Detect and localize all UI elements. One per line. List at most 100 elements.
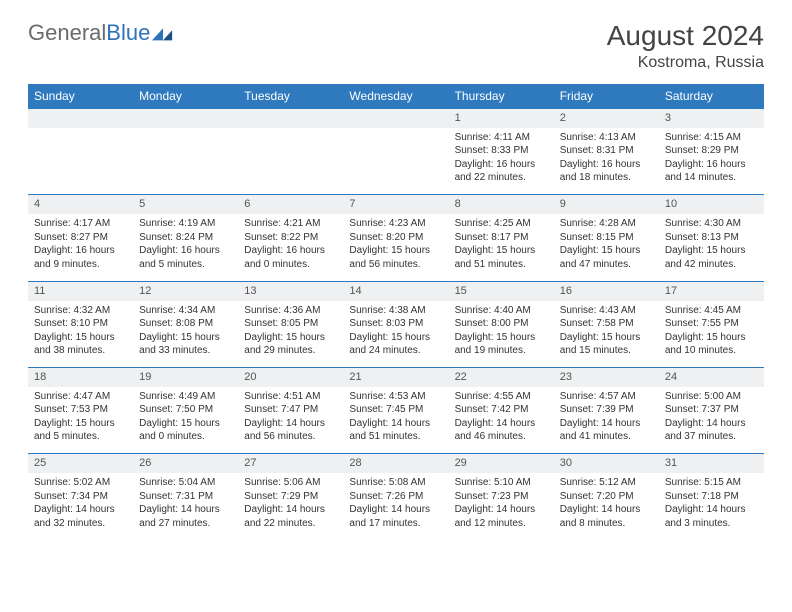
day-number: 20 [238,368,343,387]
sunset-text: Sunset: 7:45 PM [349,403,442,417]
sunrise-text: Sunrise: 4:32 AM [34,304,127,318]
daylight-text: Daylight: 16 hours and 0 minutes. [244,244,337,271]
calendar-body: 1Sunrise: 4:11 AMSunset: 8:33 PMDaylight… [28,109,764,535]
day-number: 7 [343,195,448,214]
daylight-text: Daylight: 15 hours and 42 minutes. [665,244,758,271]
title-block: August 2024 Kostroma, Russia [607,20,764,72]
sunrise-text: Sunrise: 5:04 AM [139,476,232,490]
calendar-cell [343,109,448,189]
sunrise-text: Sunrise: 4:19 AM [139,217,232,231]
day-number: 29 [449,454,554,473]
day-number: 1 [449,109,554,128]
daylight-text: Daylight: 14 hours and 22 minutes. [244,503,337,530]
sunrise-text: Sunrise: 5:06 AM [244,476,337,490]
calendar-cell: 2Sunrise: 4:13 AMSunset: 8:31 PMDaylight… [554,109,659,189]
calendar-cell: 26Sunrise: 5:04 AMSunset: 7:31 PMDayligh… [133,454,238,534]
calendar-cell: 19Sunrise: 4:49 AMSunset: 7:50 PMDayligh… [133,368,238,448]
sunset-text: Sunset: 8:15 PM [560,231,653,245]
sunset-text: Sunset: 8:29 PM [665,144,758,158]
sunrise-text: Sunrise: 4:53 AM [349,390,442,404]
sunset-text: Sunset: 8:24 PM [139,231,232,245]
sunrise-text: Sunrise: 4:25 AM [455,217,548,231]
sunrise-text: Sunrise: 5:00 AM [665,390,758,404]
day-number: 8 [449,195,554,214]
calendar-cell: 13Sunrise: 4:36 AMSunset: 8:05 PMDayligh… [238,281,343,361]
sunset-text: Sunset: 7:18 PM [665,490,758,504]
daylight-text: Daylight: 14 hours and 12 minutes. [455,503,548,530]
sunrise-text: Sunrise: 4:28 AM [560,217,653,231]
daylight-text: Daylight: 15 hours and 38 minutes. [34,331,127,358]
daylight-text: Daylight: 16 hours and 9 minutes. [34,244,127,271]
calendar-cell: 14Sunrise: 4:38 AMSunset: 8:03 PMDayligh… [343,281,448,361]
day-number-empty [133,109,238,128]
day-number: 18 [28,368,133,387]
day-number: 14 [343,282,448,301]
day-number: 30 [554,454,659,473]
sunset-text: Sunset: 7:34 PM [34,490,127,504]
daylight-text: Daylight: 15 hours and 56 minutes. [349,244,442,271]
sunrise-text: Sunrise: 4:43 AM [560,304,653,318]
day-number: 21 [343,368,448,387]
day-header: Monday [133,84,238,109]
day-number: 31 [659,454,764,473]
calendar-cell: 18Sunrise: 4:47 AMSunset: 7:53 PMDayligh… [28,368,133,448]
daylight-text: Daylight: 14 hours and 27 minutes. [139,503,232,530]
calendar-cell: 20Sunrise: 4:51 AMSunset: 7:47 PMDayligh… [238,368,343,448]
day-header: Tuesday [238,84,343,109]
page-title: August 2024 [607,20,764,52]
daylight-text: Daylight: 16 hours and 14 minutes. [665,158,758,185]
sunrise-text: Sunrise: 4:36 AM [244,304,337,318]
calendar-cell [238,109,343,189]
daylight-text: Daylight: 15 hours and 29 minutes. [244,331,337,358]
daylight-text: Daylight: 16 hours and 22 minutes. [455,158,548,185]
sunrise-text: Sunrise: 4:23 AM [349,217,442,231]
day-number: 17 [659,282,764,301]
calendar-cell: 10Sunrise: 4:30 AMSunset: 8:13 PMDayligh… [659,195,764,275]
daylight-text: Daylight: 15 hours and 19 minutes. [455,331,548,358]
day-number: 11 [28,282,133,301]
calendar-cell: 31Sunrise: 5:15 AMSunset: 7:18 PMDayligh… [659,454,764,534]
sunrise-text: Sunrise: 4:17 AM [34,217,127,231]
sunset-text: Sunset: 7:31 PM [139,490,232,504]
day-number: 15 [449,282,554,301]
day-header: Thursday [449,84,554,109]
daylight-text: Daylight: 14 hours and 3 minutes. [665,503,758,530]
day-number: 24 [659,368,764,387]
day-number: 12 [133,282,238,301]
day-number: 28 [343,454,448,473]
daylight-text: Daylight: 14 hours and 41 minutes. [560,417,653,444]
calendar-cell: 1Sunrise: 4:11 AMSunset: 8:33 PMDaylight… [449,109,554,189]
sunset-text: Sunset: 7:47 PM [244,403,337,417]
daylight-text: Daylight: 15 hours and 15 minutes. [560,331,653,358]
calendar-cell: 8Sunrise: 4:25 AMSunset: 8:17 PMDaylight… [449,195,554,275]
calendar-cell: 3Sunrise: 4:15 AMSunset: 8:29 PMDaylight… [659,109,764,189]
sunset-text: Sunset: 8:03 PM [349,317,442,331]
sunset-text: Sunset: 7:55 PM [665,317,758,331]
sunset-text: Sunset: 7:20 PM [560,490,653,504]
calendar-cell: 25Sunrise: 5:02 AMSunset: 7:34 PMDayligh… [28,454,133,534]
calendar-row: 18Sunrise: 4:47 AMSunset: 7:53 PMDayligh… [28,368,764,448]
logo: GeneralBlue [28,20,174,46]
sunrise-text: Sunrise: 5:02 AM [34,476,127,490]
calendar-cell: 21Sunrise: 4:53 AMSunset: 7:45 PMDayligh… [343,368,448,448]
daylight-text: Daylight: 16 hours and 5 minutes. [139,244,232,271]
calendar-cell: 12Sunrise: 4:34 AMSunset: 8:08 PMDayligh… [133,281,238,361]
sunrise-text: Sunrise: 4:45 AM [665,304,758,318]
daylight-text: Daylight: 15 hours and 5 minutes. [34,417,127,444]
daylight-text: Daylight: 15 hours and 33 minutes. [139,331,232,358]
daylight-text: Daylight: 15 hours and 51 minutes. [455,244,548,271]
sunset-text: Sunset: 7:39 PM [560,403,653,417]
sunset-text: Sunset: 8:08 PM [139,317,232,331]
sunset-text: Sunset: 8:00 PM [455,317,548,331]
day-number: 22 [449,368,554,387]
sunrise-text: Sunrise: 4:57 AM [560,390,653,404]
calendar-cell: 24Sunrise: 5:00 AMSunset: 7:37 PMDayligh… [659,368,764,448]
day-header: Friday [554,84,659,109]
day-number: 13 [238,282,343,301]
day-number: 16 [554,282,659,301]
day-header: Sunday [28,84,133,109]
sunset-text: Sunset: 7:53 PM [34,403,127,417]
daylight-text: Daylight: 14 hours and 46 minutes. [455,417,548,444]
sunrise-text: Sunrise: 5:08 AM [349,476,442,490]
calendar-cell [28,109,133,189]
